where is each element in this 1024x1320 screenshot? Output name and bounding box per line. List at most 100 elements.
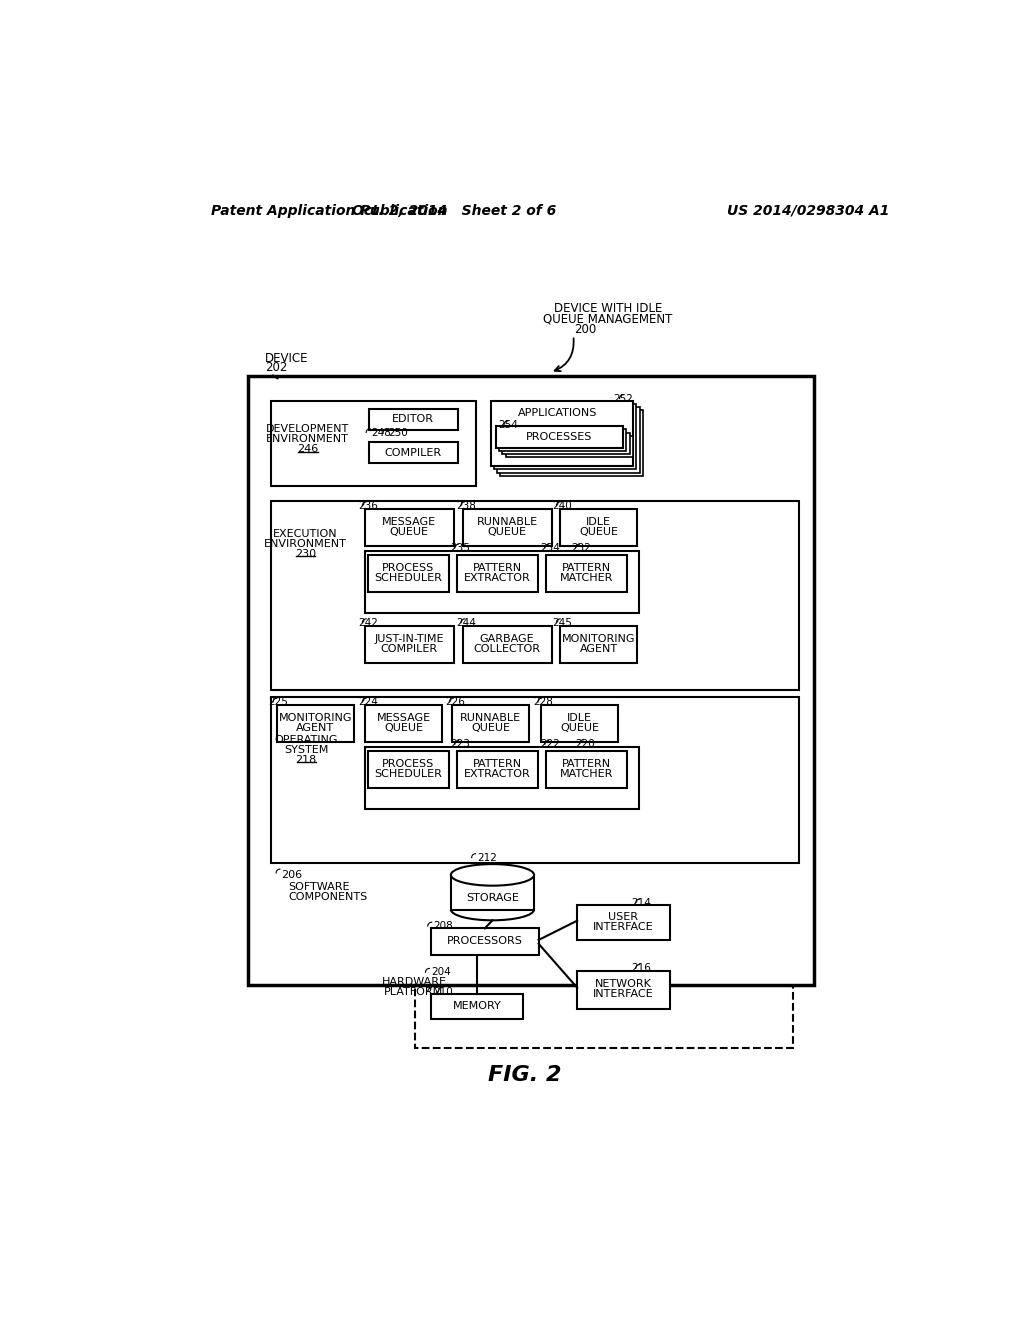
Text: MATCHER: MATCHER [560, 573, 613, 583]
Text: SOFTWARE: SOFTWARE [289, 882, 350, 892]
Bar [431, 994, 523, 1019]
Text: 200: 200 [573, 323, 596, 335]
Bar [490, 401, 634, 466]
Text: PROCESS: PROCESS [382, 564, 434, 573]
Text: 214: 214 [631, 898, 651, 908]
Text: INTERFACE: INTERFACE [593, 921, 653, 932]
Text: 234: 234 [541, 543, 560, 553]
Text: PATTERN: PATTERN [562, 564, 611, 573]
Text: MONITORING: MONITORING [279, 713, 352, 723]
Text: Patent Application Publication: Patent Application Publication [211, 203, 447, 218]
Text: 204: 204 [431, 968, 451, 977]
Bar [368, 554, 449, 591]
Text: PATTERN: PATTERN [472, 564, 521, 573]
Bar [453, 705, 529, 742]
Text: COMPILER: COMPILER [385, 447, 441, 458]
Text: QUEUE: QUEUE [390, 527, 429, 537]
Text: 232: 232 [571, 543, 591, 553]
Text: USER: USER [608, 912, 638, 921]
Bar [248, 376, 813, 985]
Text: QUEUE MANAGEMENT: QUEUE MANAGEMENT [544, 312, 673, 325]
Bar [497, 407, 640, 473]
Bar [368, 751, 449, 788]
Bar [463, 508, 552, 545]
Bar [541, 705, 617, 742]
Text: QUEUE: QUEUE [384, 723, 423, 733]
Text: 210: 210 [433, 986, 453, 997]
Text: 208: 208 [433, 921, 453, 931]
Bar [500, 411, 643, 475]
Text: EXTRACTOR: EXTRACTOR [464, 770, 530, 779]
Text: DEVICE: DEVICE [265, 352, 309, 366]
Text: PLATFORM: PLATFORM [384, 987, 443, 998]
Text: SCHEDULER: SCHEDULER [374, 573, 441, 583]
Bar [578, 906, 670, 940]
Text: 245: 245 [552, 618, 571, 628]
Text: INTERFACE: INTERFACE [593, 989, 653, 999]
Bar [276, 705, 354, 742]
Bar [366, 626, 454, 663]
Bar [416, 851, 793, 1048]
Text: APPLICATIONS: APPLICATIONS [518, 408, 598, 417]
Text: 230: 230 [295, 549, 316, 560]
Bar [560, 508, 637, 545]
Bar [547, 554, 628, 591]
Text: QUEUE: QUEUE [487, 527, 526, 537]
Text: Oct. 2, 2014   Sheet 2 of 6: Oct. 2, 2014 Sheet 2 of 6 [352, 203, 556, 218]
Text: MATCHER: MATCHER [560, 770, 613, 779]
Text: US 2014/0298304 A1: US 2014/0298304 A1 [727, 203, 890, 218]
Text: 236: 236 [357, 500, 378, 511]
Text: IDLE: IDLE [586, 517, 611, 527]
Bar [366, 747, 639, 809]
Bar [260, 387, 801, 973]
Bar [457, 751, 538, 788]
Text: IDLE: IDLE [567, 713, 592, 723]
Bar [370, 409, 458, 430]
Text: PROCESSORS: PROCESSORS [446, 936, 522, 946]
Text: 238: 238 [457, 500, 476, 511]
Text: GARBAGE: GARBAGE [480, 634, 535, 644]
Bar [271, 502, 799, 689]
Text: 235: 235 [451, 543, 470, 553]
Text: FIG. 2: FIG. 2 [488, 1065, 561, 1085]
Text: JUST-IN-TIME: JUST-IN-TIME [375, 634, 444, 644]
Text: 244: 244 [457, 618, 476, 628]
Bar [366, 552, 639, 612]
Text: MEMORY: MEMORY [453, 1001, 502, 1011]
Text: COLLECTOR: COLLECTOR [473, 644, 541, 653]
Bar [431, 928, 539, 956]
Text: ENVIRONMENT: ENVIRONMENT [266, 434, 349, 445]
Bar [497, 426, 624, 447]
Text: HARDWARE: HARDWARE [381, 977, 446, 987]
Text: PATTERN: PATTERN [472, 759, 521, 770]
Text: 206: 206 [281, 870, 302, 879]
Text: 224: 224 [357, 697, 378, 708]
Text: 242: 242 [357, 618, 378, 628]
Text: 216: 216 [631, 964, 651, 973]
Text: 228: 228 [534, 697, 553, 708]
Text: 250: 250 [388, 428, 409, 437]
Text: 240: 240 [552, 500, 571, 511]
Text: ENVIRONMENT: ENVIRONMENT [264, 539, 347, 549]
Text: PROCESS: PROCESS [382, 759, 434, 770]
Text: QUEUE: QUEUE [580, 527, 618, 537]
Text: EXECUTION: EXECUTION [273, 529, 338, 539]
Text: 223: 223 [451, 739, 470, 750]
Text: 212: 212 [477, 853, 497, 862]
Text: 222: 222 [541, 739, 560, 750]
Text: QUEUE: QUEUE [471, 723, 510, 733]
Bar [366, 508, 454, 545]
Bar [578, 970, 670, 1010]
Bar [370, 442, 458, 463]
Text: COMPILER: COMPILER [381, 644, 438, 653]
Bar [500, 429, 627, 451]
Text: OPERATING: OPERATING [274, 735, 338, 744]
Text: MESSAGE: MESSAGE [382, 517, 436, 527]
Bar [271, 401, 475, 486]
Text: NETWORK: NETWORK [595, 979, 652, 989]
Text: AGENT: AGENT [296, 723, 335, 733]
Bar [451, 875, 535, 909]
Text: DEVELOPMENT: DEVELOPMENT [266, 425, 349, 434]
Text: 220: 220 [575, 739, 595, 748]
Text: 252: 252 [613, 393, 633, 404]
